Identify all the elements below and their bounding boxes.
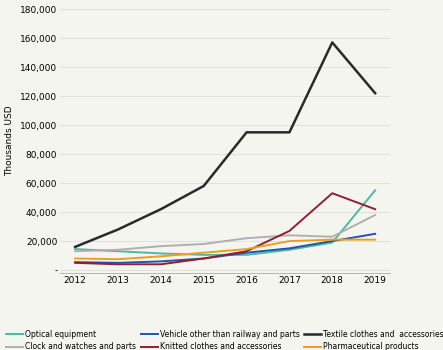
Pharmaceutical products [287,239,292,243]
Optical equipment [115,249,120,253]
Clock and watches and parts [330,234,335,239]
Pharmaceutical products [373,238,378,242]
Clock and watches and parts [287,233,292,237]
Knitted clothes and accessories [373,207,378,211]
Knitted clothes and accessories [330,191,335,195]
Vehicle other than railway and parts [373,232,378,236]
Optical equipment [330,240,335,245]
Textile clothes and  accessories [287,130,292,134]
Line: Vehicle other than railway and parts: Vehicle other than railway and parts [75,234,375,263]
Vehicle other than railway and parts [158,259,163,264]
Pharmaceutical products [330,238,335,242]
Legend: Optical equipment, Clock and watches and parts, Vehicle other than railway and p: Optical equipment, Clock and watches and… [6,330,443,350]
Knitted clothes and accessories [287,229,292,233]
Line: Clock and watches and parts: Clock and watches and parts [75,215,375,251]
Pharmaceutical products [115,257,120,261]
Optical equipment [373,188,378,193]
Pharmaceutical products [73,257,78,261]
Textile clothes and  accessories [158,207,163,211]
Pharmaceutical products [158,254,163,258]
Line: Optical equipment: Optical equipment [75,190,375,255]
Clock and watches and parts [115,248,120,252]
Optical equipment [244,253,249,257]
Textile clothes and  accessories [73,245,78,249]
Textile clothes and  accessories [115,228,120,232]
Textile clothes and  accessories [244,130,249,134]
Line: Pharmaceutical products: Pharmaceutical products [75,240,375,259]
Vehicle other than railway and parts [287,246,292,251]
Clock and watches and parts [158,244,163,248]
Knitted clothes and accessories [73,261,78,265]
Vehicle other than railway and parts [244,251,249,255]
Clock and watches and parts [73,249,78,253]
Knitted clothes and accessories [201,257,206,261]
Textile clothes and  accessories [373,91,378,95]
Optical equipment [73,247,78,251]
Line: Textile clothes and  accessories: Textile clothes and accessories [75,42,375,247]
Textile clothes and  accessories [330,40,335,44]
Pharmaceutical products [201,251,206,255]
Vehicle other than railway and parts [330,239,335,243]
Optical equipment [201,253,206,257]
Knitted clothes and accessories [158,262,163,266]
Knitted clothes and accessories [244,249,249,253]
Vehicle other than railway and parts [201,257,206,261]
Optical equipment [287,248,292,252]
Vehicle other than railway and parts [73,260,78,264]
Textile clothes and  accessories [201,184,206,188]
Clock and watches and parts [201,242,206,246]
Clock and watches and parts [244,236,249,240]
Line: Knitted clothes and accessories: Knitted clothes and accessories [75,193,375,264]
Pharmaceutical products [244,247,249,251]
Optical equipment [158,251,163,256]
Vehicle other than railway and parts [115,261,120,265]
Clock and watches and parts [373,213,378,217]
Y-axis label: Thousands USD: Thousands USD [6,106,15,176]
Knitted clothes and accessories [115,262,120,266]
